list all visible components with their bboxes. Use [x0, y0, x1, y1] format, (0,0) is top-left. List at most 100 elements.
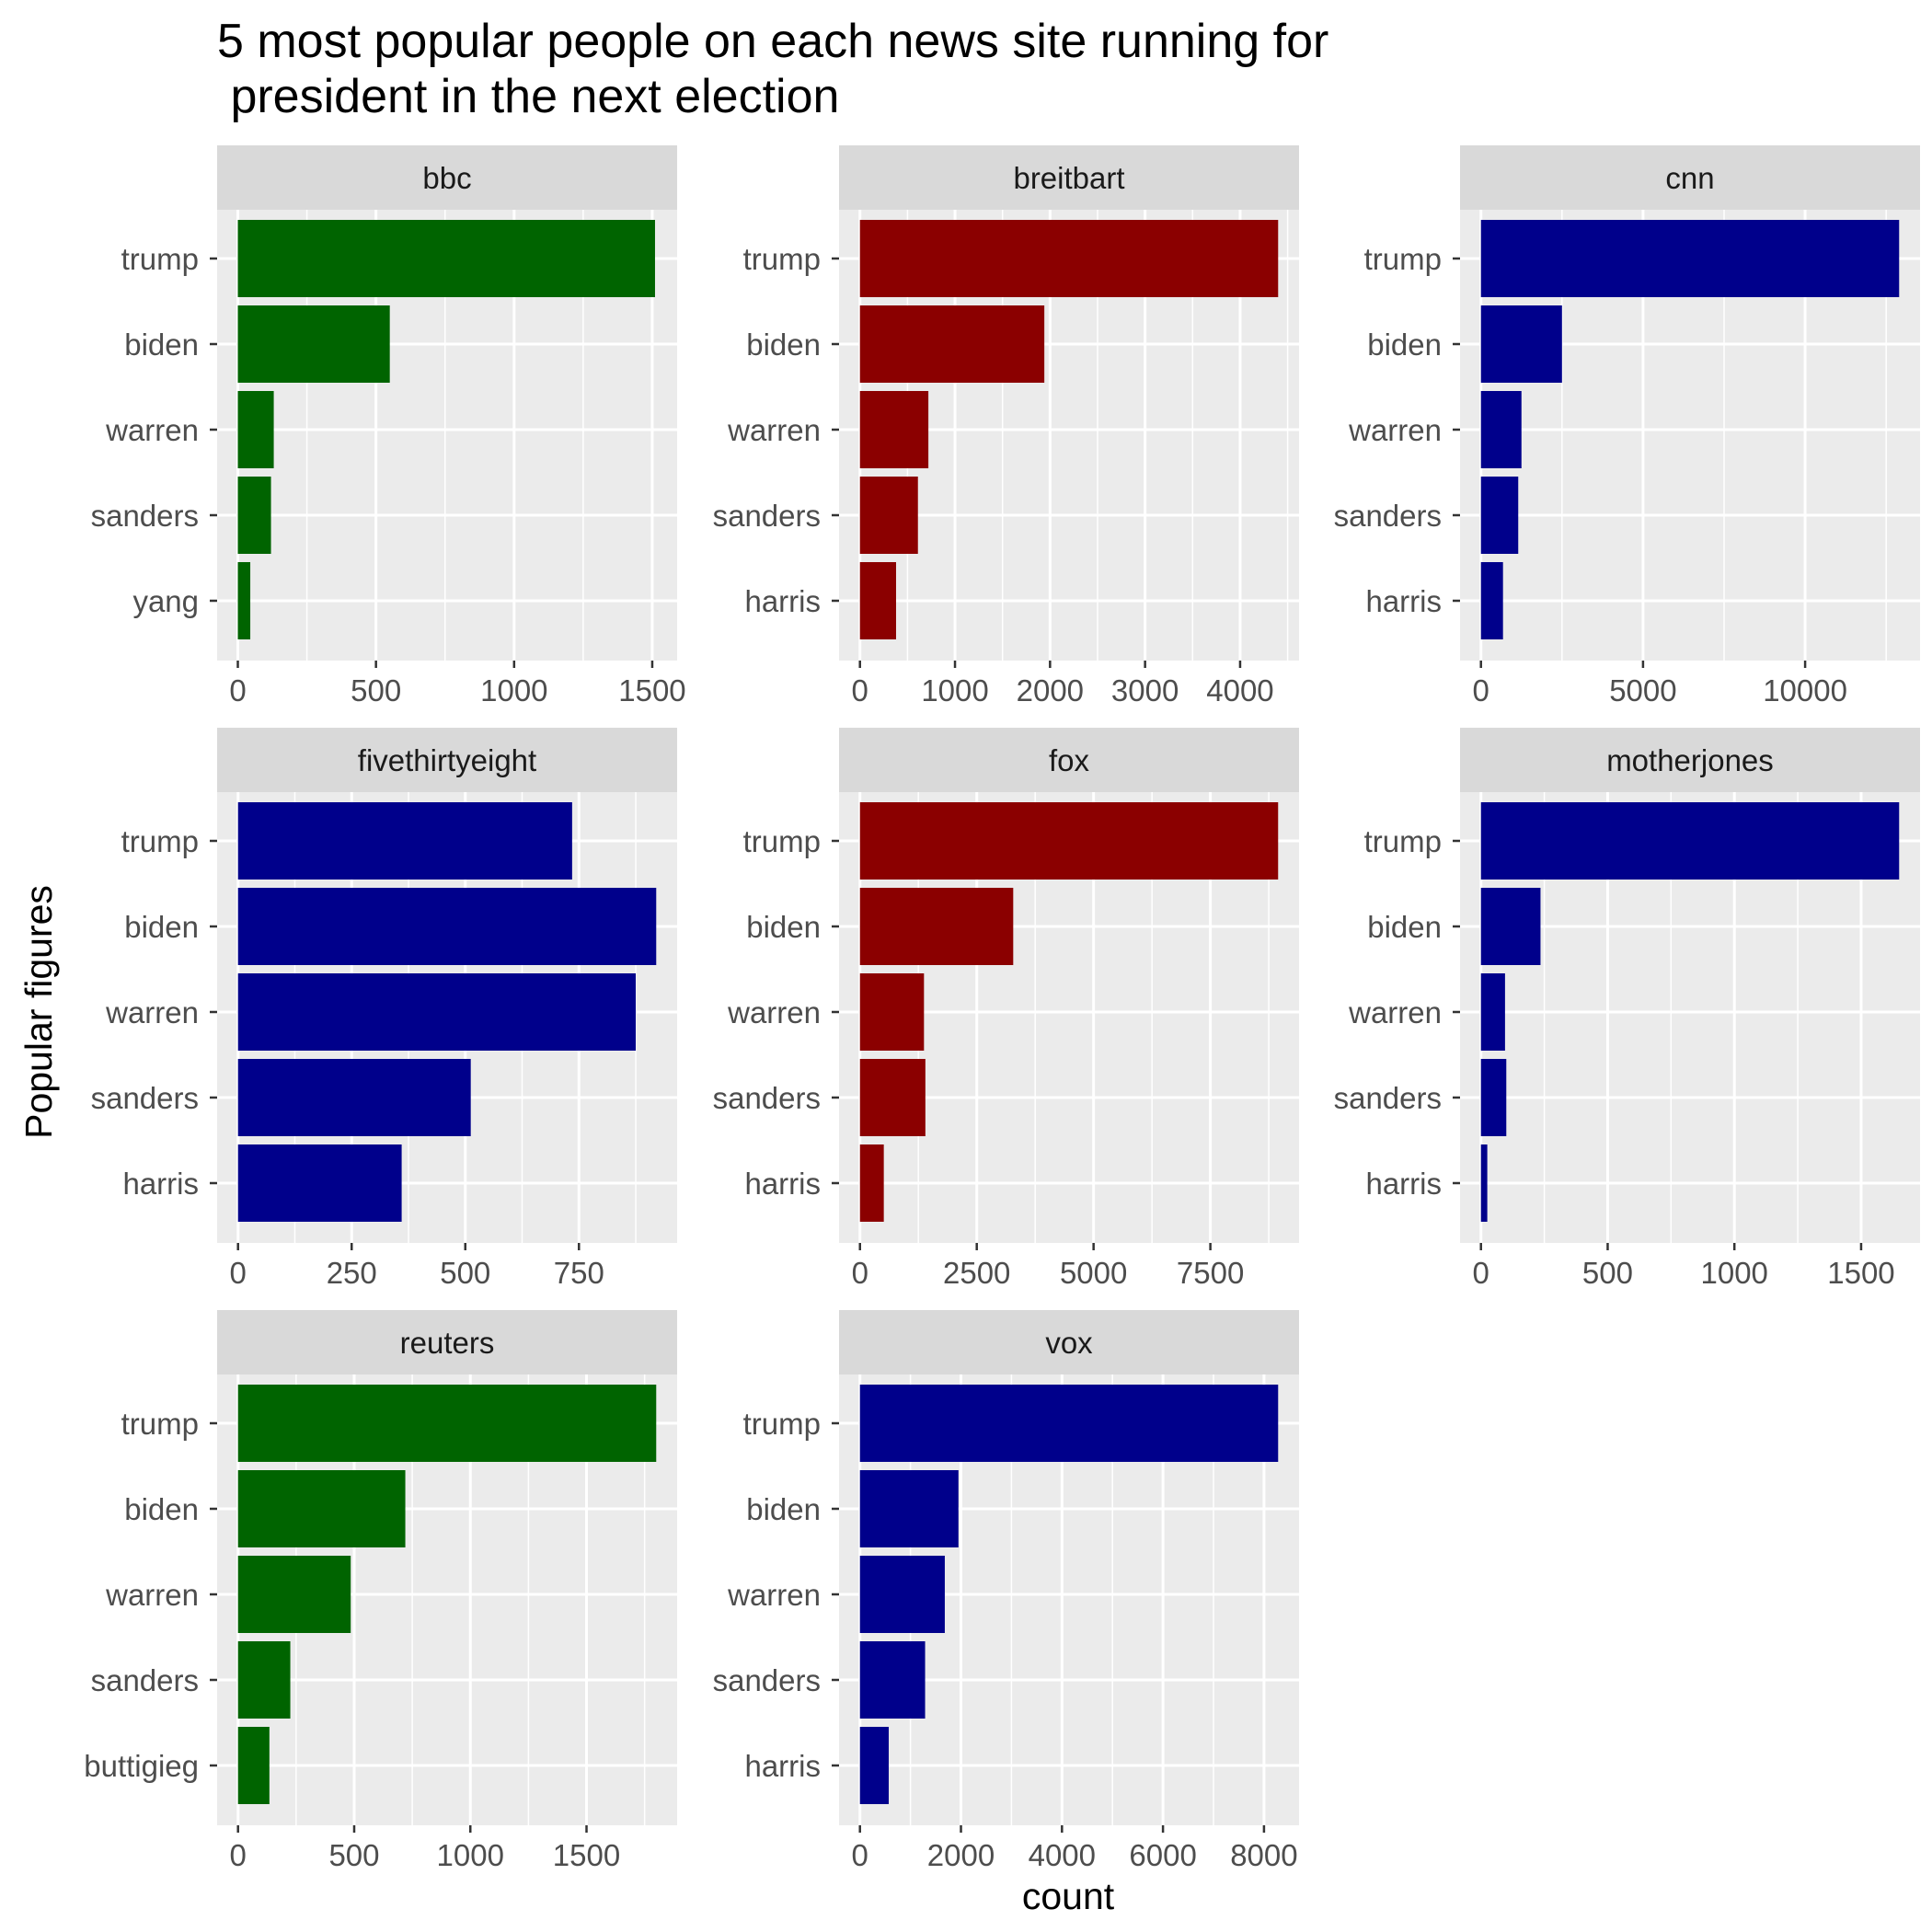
panel-motherjones-y-tick-label-warren: warren: [1348, 995, 1442, 1029]
panel-cnn-y-tick-label-sanders: sanders: [1334, 499, 1442, 533]
panel-reuters-strip-label: reuters: [400, 1326, 495, 1360]
panel-fox-bar-harris: [859, 1144, 884, 1222]
panel-motherjones-x-tick-label: 0: [1473, 1256, 1489, 1290]
panel-reuters-x-tick-label: 500: [328, 1838, 379, 1872]
panel-bbc-x-tick-label: 1500: [618, 673, 685, 707]
panel-bbc-bar-warren: [237, 391, 274, 468]
panel-bbc-y-tick-label-trump: trump: [121, 242, 199, 276]
panel-fivethirtyeight-y-tick-label-sanders: sanders: [91, 1081, 199, 1115]
panel-motherjones-y-tick-label-sanders: sanders: [1334, 1081, 1442, 1115]
panel-cnn-strip: [1460, 145, 1920, 210]
panel-cnn-bar-warren: [1480, 391, 1522, 468]
x-axis-title: count: [1022, 1875, 1115, 1917]
panel-fox-y-tick-label-biden: biden: [746, 910, 821, 944]
panel-breitbart-strip-label: breitbart: [1013, 161, 1124, 195]
panel-vox-y-tick-label-sanders: sanders: [713, 1663, 821, 1697]
panel-breitbart-bar-warren: [859, 391, 929, 468]
panel-motherjones-strip: [1460, 728, 1920, 792]
panel-motherjones: motherjones trump biden warren sanders harris…: [1334, 728, 1920, 1290]
panel-motherjones-bar-harris: [1480, 1144, 1488, 1222]
panel-breitbart-x-tick-label: 0: [852, 673, 868, 707]
panel-breitbart-x-tick-label: 4000: [1206, 673, 1273, 707]
panel-reuters-y-tick-label-biden: biden: [124, 1492, 199, 1526]
panel-cnn-y-tick-label-harris: harris: [1365, 584, 1442, 618]
panel-reuters-bar-sanders: [237, 1641, 291, 1719]
panel-reuters-bar-warren: [237, 1556, 351, 1633]
panel-vox-strip: [839, 1310, 1299, 1374]
panel-bbc-bar-trump: [237, 220, 655, 297]
panel-fox-bar-trump: [859, 802, 1279, 880]
panel-fivethirtyeight-bar-warren: [237, 973, 637, 1051]
panel-breitbart-y-tick-label-warren: warren: [727, 413, 821, 447]
panel-reuters-x-tick-label: 0: [230, 1838, 247, 1872]
panel-bbc-y-tick-label-yang: yang: [132, 584, 199, 618]
panel-fox-x-tick-label: 5000: [1060, 1256, 1127, 1290]
panel-bbc-x-tick-label: 0: [229, 673, 246, 707]
panel-breitbart-bar-biden: [859, 305, 1045, 383]
panel-motherjones-y-tick-label-harris: harris: [1365, 1167, 1442, 1201]
panel-cnn-bar-trump: [1480, 220, 1900, 297]
panel-fox-y-tick-label-trump: trump: [743, 824, 821, 858]
panel-motherjones-y-tick-label-trump: trump: [1364, 824, 1442, 858]
panel-fox-x-tick-label: 0: [852, 1256, 868, 1290]
panel-vox-bar-warren: [859, 1556, 945, 1633]
panel-breitbart-y-tick-label-trump: trump: [743, 242, 821, 276]
panel-reuters-y-tick-label-trump: trump: [121, 1407, 199, 1441]
panel-fox-y-tick-label-warren: warren: [727, 995, 821, 1029]
panel-fox-x-tick-label: 7500: [1177, 1256, 1244, 1290]
panel-breitbart-x-tick-label: 2000: [1017, 673, 1084, 707]
panel-bbc-bar-yang: [237, 562, 251, 639]
panel-reuters-x-tick-label: 1000: [437, 1838, 504, 1872]
panel-bbc-bar-biden: [237, 305, 390, 383]
panel-fox-strip: [839, 728, 1299, 792]
panel-reuters-bar-trump: [237, 1385, 657, 1462]
panel-motherjones-bar-warren: [1480, 973, 1505, 1051]
panel-fivethirtyeight-x-tick-label: 250: [327, 1256, 377, 1290]
panel-cnn-y-tick-label-warren: warren: [1348, 413, 1442, 447]
panel-cnn-bar-sanders: [1480, 477, 1519, 554]
panel-vox-y-tick-label-trump: trump: [743, 1407, 821, 1441]
panel-fivethirtyeight-x-tick-label: 750: [554, 1256, 604, 1290]
panel-fivethirtyeight-x-tick-label: 500: [440, 1256, 490, 1290]
panel-reuters-bar-buttigieg: [237, 1727, 270, 1804]
panel-cnn-x-tick-label: 10000: [1763, 673, 1847, 707]
chart-title-line-2: president in the next election: [217, 70, 839, 123]
panel-reuters-y-tick-label-buttigieg: buttigieg: [84, 1749, 199, 1783]
panel-breitbart-y-tick-label-sanders: sanders: [713, 499, 821, 533]
panel-reuters-y-tick-label-warren: warren: [105, 1578, 199, 1612]
y-axis-title: Popular figures: [17, 885, 60, 1139]
panel-fivethirtyeight-y-tick-label-biden: biden: [124, 910, 199, 944]
panel-vox-strip-label: vox: [1045, 1326, 1093, 1360]
panel-vox-x-tick-label: 4000: [1029, 1838, 1096, 1872]
panel-breitbart-bar-sanders: [859, 477, 918, 554]
panel-reuters-strip: [217, 1310, 677, 1374]
panel-reuters-bar-biden: [237, 1470, 406, 1547]
panel-bbc-y-tick-label-sanders: sanders: [91, 499, 199, 533]
panel-breitbart-bar-trump: [859, 220, 1279, 297]
panel-bbc-x-tick-label: 1000: [480, 673, 547, 707]
panel-fivethirtyeight: fivethirtyeight trump biden warren sanders ha…: [91, 728, 677, 1290]
panel-motherjones-x-tick-label: 1500: [1827, 1256, 1894, 1290]
chart-title-line-1: 5 most popular people on each news site …: [217, 15, 1328, 68]
panel-breitbart-x-tick-label: 3000: [1111, 673, 1179, 707]
panel-fivethirtyeight-y-tick-label-warren: warren: [105, 995, 199, 1029]
panel-motherjones-x-tick-label: 1000: [1700, 1256, 1767, 1290]
panel-bbc: bbc trump biden warren sanders yang 0 500 1000 15…: [91, 145, 686, 707]
panel-cnn-y-tick-label-trump: trump: [1364, 242, 1442, 276]
panel-breitbart-strip: [839, 145, 1299, 210]
panel-bbc-bar-sanders: [237, 477, 271, 554]
panel-vox-y-tick-label-harris: harris: [744, 1749, 821, 1783]
panel-fivethirtyeight-bar-trump: [237, 802, 572, 880]
facet-panels: bbc trump biden warren sanders yang 0 500 1000 15…: [84, 145, 1920, 1872]
panel-breitbart-bar-harris: [859, 562, 896, 639]
panel-fox-bar-sanders: [859, 1059, 926, 1136]
panel-vox-y-tick-label-warren: warren: [727, 1578, 821, 1612]
panel-vox-x-tick-label: 0: [852, 1838, 868, 1872]
panel-breitbart-y-tick-label-biden: biden: [746, 328, 821, 362]
panel-bbc-y-tick-label-warren: warren: [105, 413, 199, 447]
panel-bbc-y-tick-label-biden: biden: [124, 328, 199, 362]
panel-cnn-strip-label: cnn: [1665, 161, 1714, 195]
panel-cnn: cnn trump biden warren sanders harris 0 5000 100…: [1334, 145, 1920, 707]
panel-bbc-strip: [217, 145, 677, 210]
panel-fox-y-tick-label-sanders: sanders: [713, 1081, 821, 1115]
